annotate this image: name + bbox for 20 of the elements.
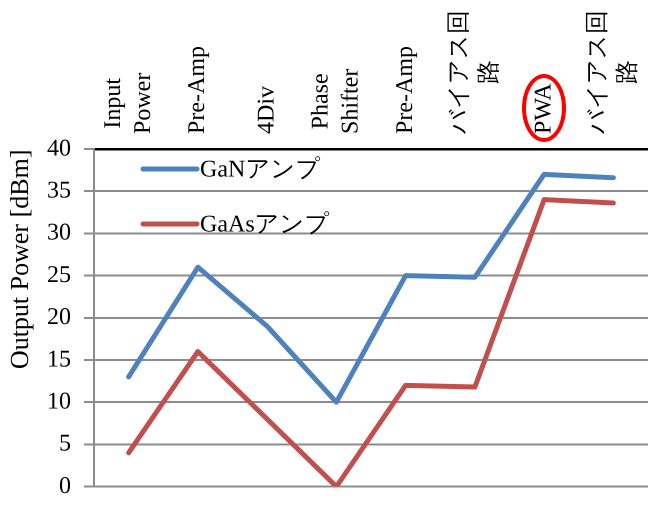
x-tick-label: Phase Shifter [308, 68, 364, 134]
y-axis-title: Output Power [dBm] [4, 150, 34, 370]
x-tick-label: バイアス回路 [446, 10, 502, 135]
x-tick-label: Pre-Amp [184, 46, 210, 134]
x-tick-label: 4Div [253, 86, 280, 134]
y-tick-label: 35 [47, 177, 71, 204]
legend-label: GaNアンプ [200, 155, 320, 182]
x-tick-label: PWA [530, 82, 556, 134]
y-tick-label: 10 [47, 388, 71, 414]
x-tick-label: Pre-Amp [392, 46, 418, 134]
legend-label: GaAsアンプ [200, 210, 330, 238]
y-tick-label: 0 [59, 472, 71, 499]
y-tick-label: 30 [47, 220, 71, 246]
y-tick-label: 25 [47, 262, 71, 288]
y-tick-label: 20 [47, 304, 71, 330]
x-tick-label: Input Power [100, 72, 156, 134]
y-tick-label: 5 [59, 430, 71, 457]
x-tick-label: バイアス回路 [584, 10, 641, 135]
y-tick-label: 40 [47, 135, 71, 162]
y-tick-label: 15 [47, 346, 71, 372]
